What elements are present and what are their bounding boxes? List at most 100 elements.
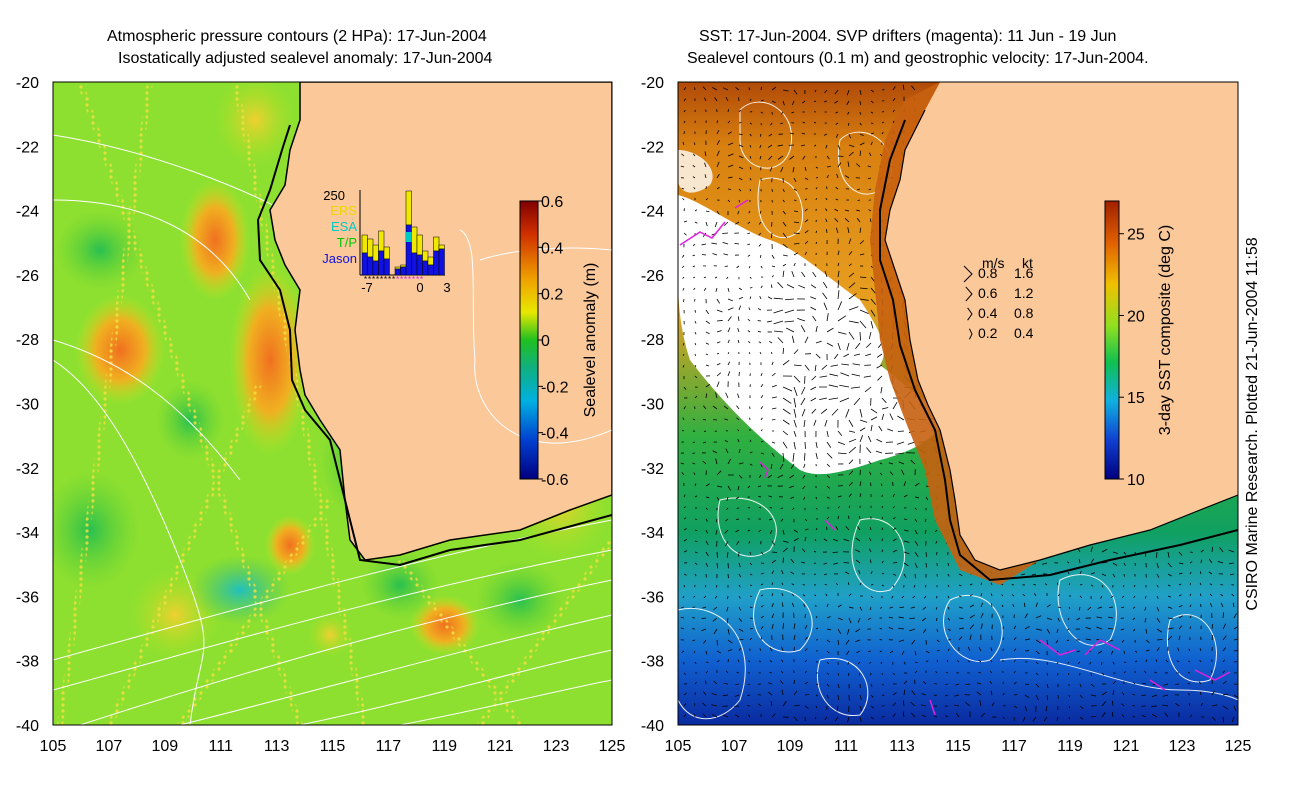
svg-text:*: *	[420, 275, 423, 284]
x-tick-label: 115	[320, 738, 346, 755]
inset-x-tick: 3	[443, 280, 450, 295]
y-tick-label: -40	[16, 718, 39, 735]
velocity-key-ms: 0.2	[978, 325, 998, 341]
x-tick-label: 105	[40, 738, 67, 755]
x-tick-label: 113	[889, 738, 915, 755]
left-colorbar-tick: 0.4	[541, 240, 563, 257]
left-colorbar-tick: 0.6	[541, 194, 563, 211]
y-tick-label: -20	[16, 75, 39, 92]
svg-text:*: *	[380, 275, 383, 284]
left-y-axis: -20 -22 -24 -26 -28 -30 -32 -34 -36 -38 -40	[16, 75, 39, 735]
right-map	[678, 82, 1238, 725]
x-tick-label: 123	[1169, 738, 1196, 755]
inset-x-tick: 0	[416, 280, 423, 295]
x-tick-label: 105	[665, 738, 692, 755]
x-tick-label: 107	[721, 738, 748, 755]
y-tick-label: -22	[641, 139, 664, 156]
left-colorbar-tick: 0.2	[541, 287, 563, 304]
y-tick-label: -28	[16, 332, 39, 349]
velocity-key-ms: 0.6	[978, 285, 998, 301]
velocity-key-ms: 0.8	[978, 265, 998, 281]
svg-text:*: *	[384, 275, 387, 284]
y-tick-label: -32	[16, 461, 39, 478]
credit-text: CSIRO Marine Research. Plotted 21-Jun-20…	[1244, 237, 1261, 610]
velocity-key-kt: 0.8	[1014, 305, 1034, 321]
left-colorbar: 0.6 0.4 0.2 0 -0.2 -0.4 -0.6 Sealevel anomaly …	[519, 194, 599, 489]
left-colorbar-tick: -0.6	[541, 472, 569, 489]
x-tick-label: 119	[1057, 738, 1083, 755]
x-tick-label: 111	[209, 738, 233, 755]
left-colorbar-tick: -0.2	[541, 379, 569, 396]
right-y-axis: -20 -22 -24 -26 -28 -30 -32 -34 -36 -38 -40	[641, 75, 664, 735]
left-colorbar-tick: -0.4	[541, 426, 569, 443]
y-tick-label: -38	[641, 654, 664, 671]
svg-text:*: *	[392, 275, 395, 284]
svg-text:*: *	[368, 275, 371, 284]
svg-text:*: *	[416, 275, 419, 284]
y-tick-label: -28	[641, 332, 664, 349]
right-title-line2: Sealevel contours (0.1 m) and geostrophi…	[687, 50, 1149, 67]
y-tick-label: -36	[16, 589, 39, 606]
left-title-line1: Atmospheric pressure contours (2 HPa): 1…	[107, 28, 487, 45]
x-tick-label: 115	[945, 738, 971, 755]
y-tick-label: -26	[16, 268, 39, 285]
x-tick-label: 117	[1001, 738, 1027, 755]
y-tick-label: -20	[641, 75, 664, 92]
y-tick-label: -40	[641, 718, 664, 735]
velocity-key-arrow	[963, 265, 973, 283]
x-tick-label: 113	[264, 738, 290, 755]
velocity-key-kt: 0.4	[1014, 325, 1034, 341]
velocity-key-arrow	[967, 307, 973, 321]
velocity-key-arrow	[968, 328, 973, 340]
x-tick-label: 111	[834, 738, 858, 755]
left-colorbar-tick: 0	[541, 333, 550, 350]
svg-text:*: *	[388, 275, 391, 284]
y-tick-label: -26	[641, 268, 664, 285]
x-tick-label: 107	[96, 738, 123, 755]
right-x-axis: 105 107 109 111 113 115 117 119 121 123 125	[665, 738, 1252, 755]
y-tick-label: -34	[16, 525, 39, 542]
y-tick-label: -24	[16, 204, 39, 221]
x-tick-label: 119	[432, 738, 458, 755]
right-colorbar-label: 3-day SST composite (deg C)	[1157, 225, 1174, 435]
velocity-key-arrow	[965, 286, 973, 302]
x-tick-label: 109	[151, 738, 178, 755]
cloud-mask	[678, 195, 942, 475]
left-x-axis: 105 107 109 111 113 115 117 119 121 123 125	[40, 738, 626, 755]
x-tick-label: 121	[1113, 738, 1140, 755]
y-tick-label: -36	[641, 589, 664, 606]
x-tick-label: 117	[376, 738, 402, 755]
inset-legend-item: ERS	[330, 203, 357, 218]
right-title-line1: SST: 17-Jun-2004. SVP drifters (magenta)…	[699, 28, 1117, 45]
x-tick-label: 125	[1225, 738, 1252, 755]
svg-text:*: *	[376, 275, 379, 284]
y-tick-label: -24	[641, 204, 664, 221]
svg-text:*: *	[372, 275, 375, 284]
right-colorbar-tick: 15	[1127, 390, 1145, 407]
inset-x-tick: -7	[361, 280, 373, 295]
y-tick-label: -30	[641, 397, 664, 414]
inset-legend-item: Jason	[322, 251, 357, 266]
svg-text:*: *	[400, 275, 403, 284]
x-tick-label: 125	[599, 738, 626, 755]
y-tick-label: -38	[16, 654, 39, 671]
left-title-line2: Isostatically adjusted sealevel anomaly:…	[118, 50, 493, 67]
velocity-key: m/s kt 0.8 1.6 0.6 1.2 0.4 0.8 0.2 0.4	[963, 255, 1034, 341]
right-colorbar: 25 20 15 10 3-day SST composite (deg C)	[1104, 200, 1174, 489]
y-tick-label: -32	[641, 461, 664, 478]
y-tick-label: -22	[16, 139, 39, 156]
velocity-key-kt: 1.2	[1014, 285, 1034, 301]
right-australia-land	[885, 82, 1238, 570]
inset-legend-item: T/P	[337, 235, 357, 250]
inset-legend-item: ESA	[331, 219, 357, 234]
velocity-key-header-ms: m/s	[982, 255, 1005, 271]
x-tick-label: 123	[543, 738, 570, 755]
svg-text:*: *	[396, 275, 399, 284]
inset-y-top-label: 250	[323, 188, 345, 203]
svg-text:*: *	[404, 275, 407, 284]
left-colorbar-label: Sealevel anomaly (m)	[582, 263, 599, 418]
y-tick-label: -34	[641, 525, 664, 542]
velocity-key-ms: 0.4	[978, 305, 998, 321]
